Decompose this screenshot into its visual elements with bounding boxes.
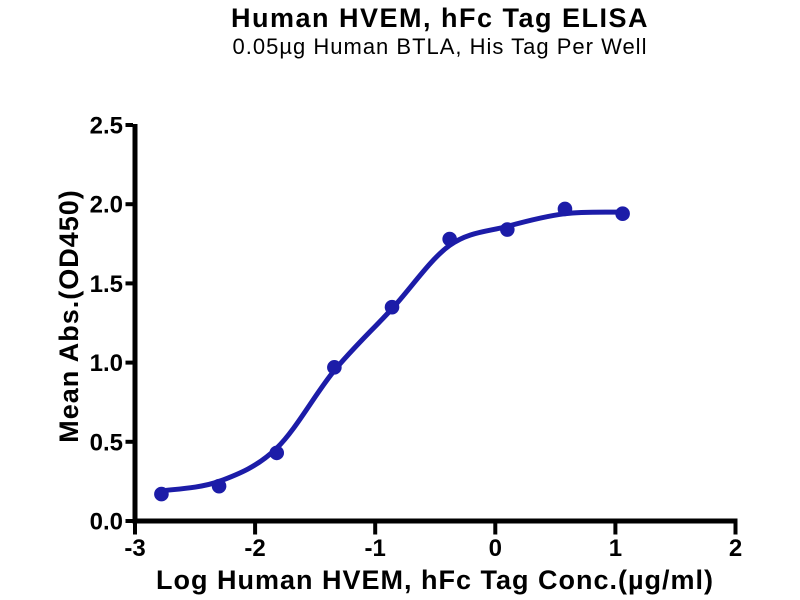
data-point <box>154 486 169 502</box>
data-point <box>442 231 457 247</box>
x-tick-label: -2 <box>244 535 265 562</box>
data-point <box>269 445 285 461</box>
y-axis-label: Mean Abs.(OD450) <box>54 189 84 443</box>
axes <box>132 124 738 524</box>
x-axis-label: Log Human HVEM, hFc Tag Conc.(µg/ml) <box>156 565 714 595</box>
y-tick-label: 1.5 <box>90 271 123 298</box>
data-point <box>615 206 630 222</box>
x-tick-label: -1 <box>365 535 386 562</box>
y-tick-label: 0.0 <box>90 509 123 536</box>
data-point <box>557 201 573 217</box>
data-point <box>500 222 515 237</box>
sigmoid-curve <box>158 209 626 494</box>
x-tick-label: 2 <box>729 535 742 562</box>
y-tick-label: 1.0 <box>90 350 123 377</box>
data-point <box>384 299 400 315</box>
data-point <box>211 478 227 494</box>
x-tick-label: 0 <box>489 535 502 562</box>
y-axis-ticks: 0.0 0.5 1.0 1.5 2.0 2.5 <box>90 113 133 536</box>
x-tick-label: -3 <box>124 535 145 562</box>
y-tick-label: 0.5 <box>90 429 123 456</box>
data-points-group <box>154 201 630 502</box>
y-tick-label: 2.0 <box>90 192 123 219</box>
chart-title: Human HVEM, hFc Tag ELISA <box>231 3 649 33</box>
chart-subtitle: 0.05µg Human BTLA, His Tag Per Well <box>233 34 648 59</box>
y-tick-label: 2.5 <box>90 113 123 140</box>
fit-curve-group <box>158 209 626 494</box>
data-point <box>327 360 342 375</box>
x-tick-label: 1 <box>609 535 622 562</box>
x-axis-ticks: -3 -2 -1 0 1 2 <box>124 523 742 562</box>
